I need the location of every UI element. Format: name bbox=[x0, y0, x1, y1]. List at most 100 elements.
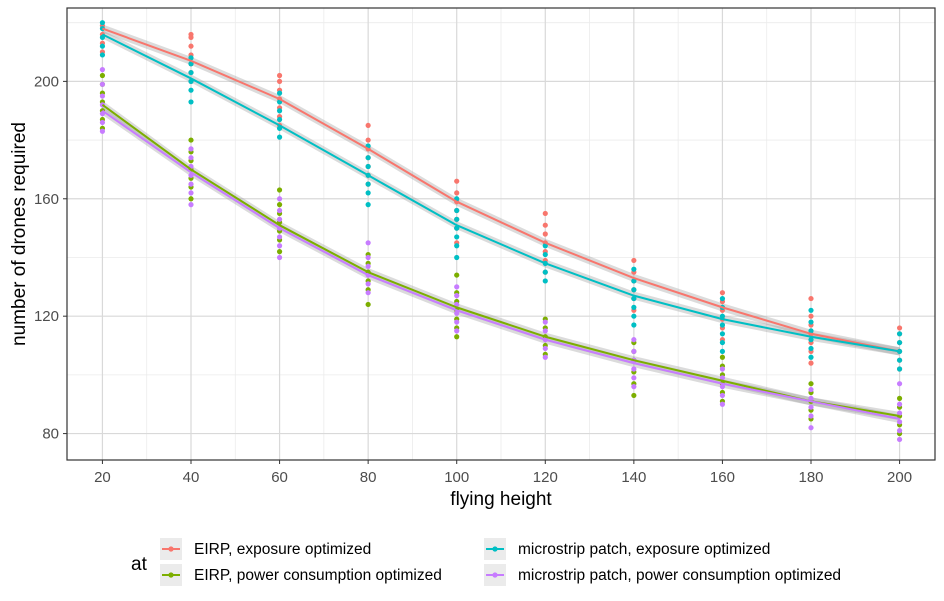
data-point-series-0 bbox=[365, 137, 371, 143]
data-point-series-1 bbox=[365, 301, 371, 308]
data-point-series-2 bbox=[896, 366, 903, 372]
data-point-series-3 bbox=[808, 425, 814, 431]
data-point-series-3 bbox=[808, 395, 814, 401]
data-point-series-1 bbox=[276, 202, 283, 208]
data-point-series-2 bbox=[808, 319, 814, 325]
data-point-series-1 bbox=[454, 334, 460, 340]
data-point-series-3 bbox=[808, 404, 814, 410]
data-point-series-2 bbox=[631, 313, 637, 319]
data-point-series-1 bbox=[188, 196, 194, 202]
data-point-series-0 bbox=[808, 360, 814, 366]
data-point-series-3 bbox=[188, 146, 194, 152]
trend-line-series-0 bbox=[102, 27, 900, 353]
data-point-series-2 bbox=[896, 357, 903, 363]
data-point-series-2 bbox=[365, 190, 371, 196]
y-tick-label: 160 bbox=[34, 191, 59, 208]
data-point-series-2 bbox=[631, 278, 637, 284]
x-tick-label: 180 bbox=[798, 469, 823, 486]
data-point-series-3 bbox=[631, 366, 637, 372]
data-point-series-3 bbox=[276, 254, 283, 261]
data-point-series-0 bbox=[454, 190, 460, 196]
trend-line-series-3 bbox=[101, 109, 900, 420]
legend-entry: microstrip patch, power consumption opti… bbox=[484, 564, 841, 586]
data-point-series-3 bbox=[631, 337, 637, 343]
data-point-series-2 bbox=[808, 337, 814, 343]
data-point-series-3 bbox=[896, 428, 903, 434]
legend-key-point bbox=[492, 546, 498, 552]
data-point-series-3 bbox=[188, 181, 194, 187]
data-point-series-0 bbox=[188, 43, 194, 49]
x-axis: 20 40 60 80 100 120 140 160 180 200 bbox=[94, 460, 912, 486]
data-point-series-3 bbox=[631, 375, 637, 381]
data-point-series-3 bbox=[896, 381, 903, 387]
data-point-series-3 bbox=[542, 319, 548, 325]
plot-panel-border bbox=[66, 7, 936, 461]
legend-title: at bbox=[131, 554, 148, 575]
data-point-series-0 bbox=[808, 313, 814, 319]
data-point-series-2 bbox=[188, 87, 194, 93]
data-point-series-0 bbox=[896, 325, 903, 331]
data-point-series-3 bbox=[276, 207, 283, 214]
legend-key-point bbox=[168, 546, 174, 552]
data-point-series-2 bbox=[365, 155, 371, 161]
data-point-series-2 bbox=[99, 43, 106, 49]
data-point-series-3 bbox=[276, 234, 283, 240]
data-point-series-2 bbox=[631, 287, 637, 293]
data-point-series-1 bbox=[808, 381, 814, 387]
data-point-series-0 bbox=[542, 222, 548, 228]
x-tick-label: 80 bbox=[360, 469, 377, 486]
data-point-series-2 bbox=[365, 202, 371, 208]
data-point-series-2 bbox=[542, 243, 548, 249]
data-point-series-3 bbox=[719, 375, 726, 381]
data-point-series-2 bbox=[631, 304, 637, 310]
data-point-series-3 bbox=[188, 155, 194, 161]
data-point-series-2 bbox=[808, 328, 814, 334]
data-point-series-0 bbox=[719, 290, 726, 296]
data-point-series-3 bbox=[719, 384, 726, 390]
data-point-series-0 bbox=[365, 122, 371, 129]
data-point-series-3 bbox=[276, 196, 283, 202]
data-point-series-3 bbox=[99, 128, 106, 134]
data-point-series-2 bbox=[276, 90, 283, 96]
data-point-series-3 bbox=[542, 328, 548, 334]
legend-entry: EIRP, exposure optimized bbox=[160, 538, 371, 560]
data-point-series-2 bbox=[454, 207, 460, 214]
data-point-series-3 bbox=[631, 348, 637, 355]
legend-key-point bbox=[168, 572, 174, 578]
data-point-series-0 bbox=[188, 31, 194, 38]
data-point-series-3 bbox=[719, 392, 726, 399]
x-tick-label: 140 bbox=[621, 469, 646, 486]
data-point-series-0 bbox=[542, 210, 548, 217]
x-tick-label: 160 bbox=[710, 469, 735, 486]
data-point-series-2 bbox=[631, 266, 637, 272]
data-point-series-2 bbox=[454, 216, 460, 222]
data-point-series-1 bbox=[454, 272, 460, 278]
data-point-series-3 bbox=[808, 386, 814, 393]
data-point-series-0 bbox=[631, 257, 637, 264]
data-point-series-3 bbox=[542, 345, 548, 352]
data-point-series-2 bbox=[276, 116, 283, 123]
data-point-series-2 bbox=[808, 307, 814, 313]
data-point-series-3 bbox=[188, 202, 194, 208]
legend-label: EIRP, exposure optimized bbox=[194, 541, 371, 558]
data-point-series-2 bbox=[719, 322, 726, 328]
data-point-series-2 bbox=[631, 322, 637, 328]
data-point-series-3 bbox=[719, 401, 726, 407]
data-point-series-2 bbox=[454, 243, 460, 249]
data-point-series-1 bbox=[99, 72, 106, 79]
data-point-series-3 bbox=[542, 354, 548, 360]
data-points bbox=[99, 20, 903, 443]
data-point-series-2 bbox=[188, 55, 194, 61]
data-point-series-3 bbox=[99, 67, 106, 73]
data-point-series-3 bbox=[896, 401, 903, 407]
data-point-series-3 bbox=[99, 93, 106, 99]
legend-entry: EIRP, power consumption optimized bbox=[160, 564, 442, 586]
data-point-series-3 bbox=[454, 310, 460, 316]
y-tick-label: 80 bbox=[42, 426, 59, 443]
data-point-series-3 bbox=[365, 290, 371, 296]
grid-minor bbox=[67, 8, 935, 460]
data-point-series-1 bbox=[188, 137, 194, 143]
trend-lines bbox=[101, 27, 900, 420]
data-point-series-3 bbox=[365, 240, 371, 246]
y-axis: 80 120 160 200 bbox=[34, 73, 67, 443]
